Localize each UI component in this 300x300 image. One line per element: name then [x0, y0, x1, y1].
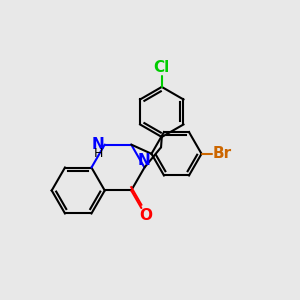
Text: H: H	[93, 147, 103, 160]
Text: Cl: Cl	[154, 60, 170, 75]
Text: N: N	[92, 137, 104, 152]
Text: O: O	[139, 208, 152, 223]
Text: N: N	[138, 153, 151, 168]
Text: Br: Br	[212, 146, 231, 161]
